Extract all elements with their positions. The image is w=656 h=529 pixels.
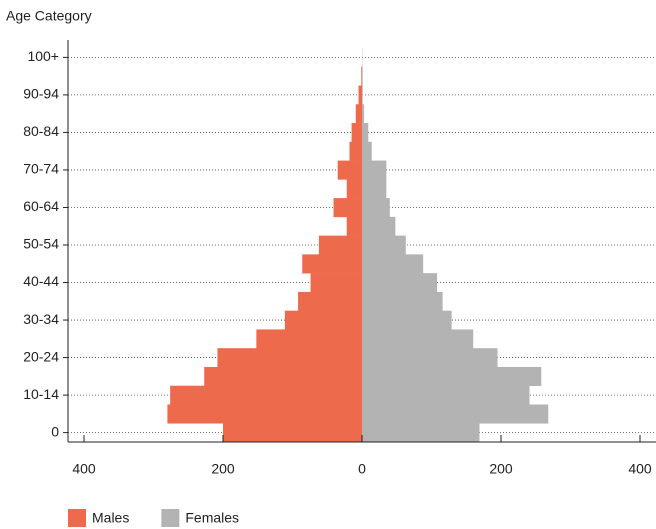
x-tick-label: 200 [489, 461, 513, 477]
bar [284, 310, 362, 330]
bar [362, 329, 474, 349]
y-tick-label: 70-74 [23, 161, 59, 177]
bar [362, 423, 480, 443]
y-tick-label: 40-44 [23, 273, 59, 289]
legend-label: Females [185, 510, 239, 526]
y-tick-label: 80-84 [23, 123, 59, 139]
y-tick-label: 90-94 [23, 86, 59, 102]
bar [318, 235, 362, 255]
bar [362, 310, 452, 330]
bar [362, 385, 530, 405]
bar [362, 198, 390, 218]
bar [302, 254, 362, 274]
bar [349, 141, 362, 161]
x-tick-label: 200 [211, 461, 235, 477]
bar [217, 348, 362, 368]
bar [362, 179, 387, 199]
bar [310, 273, 362, 293]
y-tick-label: 60-64 [23, 198, 59, 214]
x-tick-label: 400 [628, 461, 652, 477]
x-tick-label: 400 [72, 461, 96, 477]
bar [204, 366, 362, 387]
bar [362, 348, 498, 368]
bar [333, 198, 362, 218]
y-axis-label: Age Category [6, 8, 92, 24]
x-tick-label: 0 [358, 461, 366, 477]
bar [298, 291, 362, 311]
bar [362, 273, 438, 293]
y-tick-label: 10-14 [23, 386, 59, 402]
y-tick-label: 20-24 [23, 348, 59, 364]
bar [362, 216, 396, 236]
bar [346, 179, 362, 199]
bar [358, 85, 362, 105]
bar [362, 85, 363, 105]
y-tick-label: 50-54 [23, 236, 59, 252]
bar [256, 329, 362, 349]
legend-swatch [161, 509, 180, 527]
bar [362, 404, 549, 424]
bar [362, 104, 365, 124]
legend-label: Males [92, 510, 129, 526]
bar [167, 404, 362, 424]
bar [361, 66, 362, 86]
bar [351, 123, 362, 143]
bar [346, 216, 362, 236]
y-tick-label: 30-34 [23, 311, 59, 327]
y-tick-label: 100+ [27, 48, 59, 64]
bar [362, 235, 406, 255]
bar [362, 141, 372, 161]
y-tick-label: 0 [51, 423, 59, 439]
bar [362, 66, 363, 86]
bar [362, 123, 369, 143]
bar [362, 254, 424, 274]
bar [223, 423, 362, 443]
bar [337, 160, 362, 180]
bar [355, 104, 362, 124]
legend-swatch [68, 509, 86, 527]
bar [362, 160, 387, 180]
bar [362, 366, 542, 387]
bar [170, 385, 362, 405]
bar [362, 291, 443, 311]
